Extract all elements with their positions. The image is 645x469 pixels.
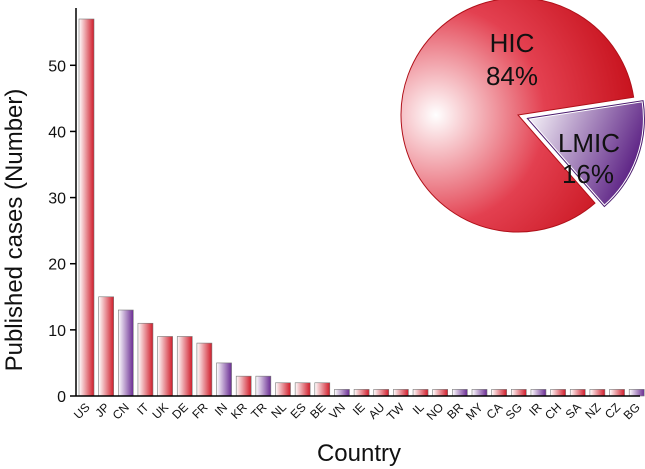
bar-cz xyxy=(609,389,625,397)
y-axis-title: Published cases (Number) xyxy=(1,89,28,372)
pie-slice-lmic-outline xyxy=(526,100,645,208)
bar-cn xyxy=(118,309,134,397)
bar-es xyxy=(294,382,311,397)
bar-ir xyxy=(530,389,547,397)
pie-slice-hic xyxy=(400,0,635,233)
bar-uk xyxy=(157,336,173,397)
y-ticks: 0 10 20 30 40 50 xyxy=(48,58,76,406)
y-tick-label: 40 xyxy=(48,124,66,141)
axes xyxy=(75,8,640,397)
bar-sg xyxy=(510,389,527,397)
pie-label-lmic-value: 16% xyxy=(562,159,614,189)
bar-sa xyxy=(569,389,586,397)
y-tick-label: 50 xyxy=(48,58,66,75)
x-tick-label-ch: CH xyxy=(542,400,564,422)
x-tick-label-tr: TR xyxy=(248,400,269,421)
x-axis-title: Country xyxy=(317,440,401,467)
x-tick-label-de: DE xyxy=(169,400,191,422)
bar-de xyxy=(176,336,193,397)
bar-tw xyxy=(393,389,409,397)
x-tick-label-nl: NL xyxy=(268,400,289,421)
x-tick-label-my: MY xyxy=(463,400,486,423)
bar-ie xyxy=(353,389,370,397)
x-tick-label-no: NO xyxy=(424,400,447,423)
y-tick-label: 20 xyxy=(48,257,66,274)
x-tick-label-uk: UK xyxy=(150,400,172,422)
x-tick-label-vn: VN xyxy=(326,400,348,422)
bar-kr xyxy=(235,375,252,397)
pie-label-lmic-name: LMIC xyxy=(558,128,620,158)
x-tick-label-cn: CN xyxy=(110,400,132,422)
x-tick-label-bg: BG xyxy=(621,400,643,422)
bar-br xyxy=(452,389,468,397)
x-tick-label-it: IT xyxy=(134,400,152,418)
bar-series xyxy=(78,18,645,397)
bar-nl xyxy=(275,382,291,397)
x-tick-label-be: BE xyxy=(307,400,328,421)
x-tick-label-ir: IR xyxy=(526,400,545,419)
bar-fr xyxy=(196,342,213,397)
bar-il xyxy=(412,389,429,397)
bar-it xyxy=(137,322,154,397)
pie-label-hic-value: 84% xyxy=(486,61,538,91)
bar-us xyxy=(78,18,95,397)
x-tick-label-sg: SG xyxy=(503,400,525,422)
x-tick-label-fr: FR xyxy=(189,400,210,421)
x-tick-label-sa: SA xyxy=(563,400,584,421)
y-tick-label: 30 xyxy=(48,191,66,208)
bar-tr xyxy=(255,375,272,397)
pie-label-hic-name: HIC xyxy=(490,28,535,58)
bar-my xyxy=(471,389,488,397)
x-tick-label-nz: NZ xyxy=(582,400,603,421)
bar-vn xyxy=(334,389,350,397)
bar-jp xyxy=(98,296,114,397)
x-tick-label-au: AU xyxy=(366,400,388,422)
bar-bg xyxy=(628,389,645,397)
x-tick-label-in: IN xyxy=(212,400,230,418)
bar-no xyxy=(432,389,449,397)
x-tick-label-kr: KR xyxy=(228,400,250,422)
x-tick-label-ca: CA xyxy=(484,400,506,422)
bar-au xyxy=(373,389,390,397)
bar-be xyxy=(314,382,331,397)
y-tick-label: 0 xyxy=(57,389,66,406)
x-tick-label-cz: CZ xyxy=(602,400,623,421)
x-tick-label-jp: JP xyxy=(92,400,112,420)
bar-nz xyxy=(589,389,606,397)
y-tick-label: 10 xyxy=(48,323,66,340)
bar-ch xyxy=(550,389,566,397)
x-tick-label-ie: IE xyxy=(350,400,368,418)
x-tick-label-es: ES xyxy=(288,400,309,421)
x-tick-label-tw: TW xyxy=(384,400,408,424)
x-tick-label-us: US xyxy=(71,400,93,422)
bar-in xyxy=(216,362,232,397)
bar-ca xyxy=(491,389,507,397)
x-tick-label-br: BR xyxy=(444,400,466,422)
